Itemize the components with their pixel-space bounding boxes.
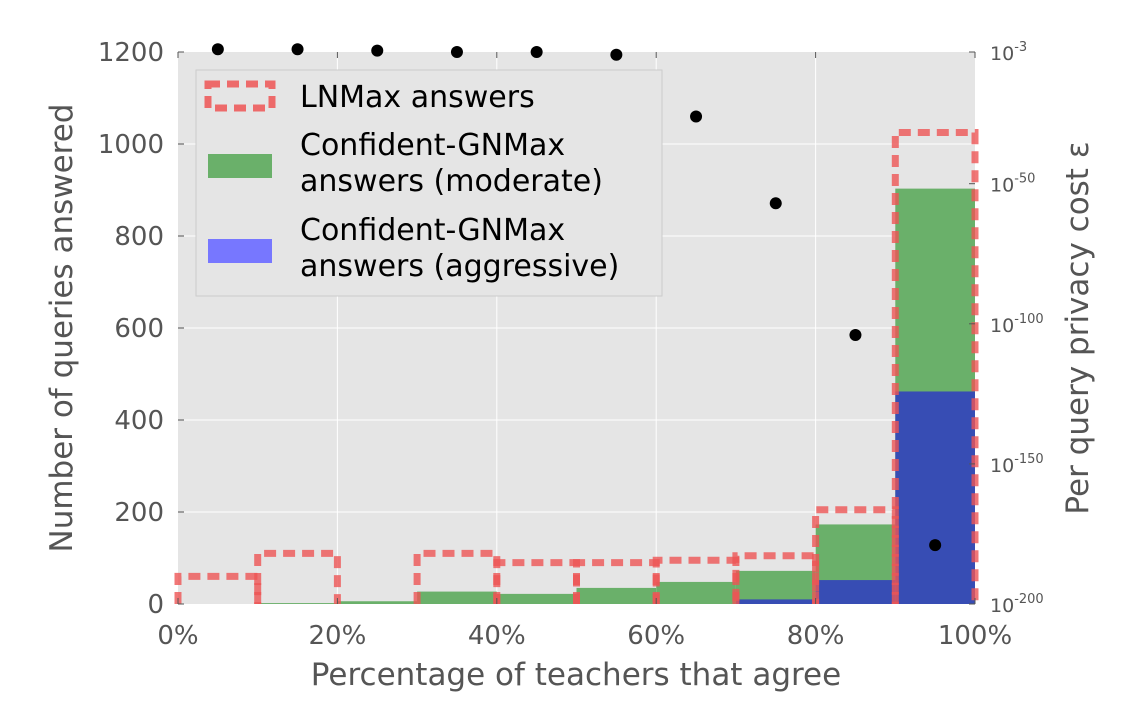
legend-label-moderate-line2: answers (moderate)	[300, 164, 603, 199]
legend-label-aggressive-line1: Confident-GNMax	[300, 213, 565, 248]
bar-aggressive	[735, 599, 816, 604]
y-tick-label: 800	[114, 222, 164, 252]
bar-moderate	[257, 603, 338, 604]
y2-tick-label: 10-3	[990, 40, 1027, 65]
x-tick-label: 80%	[787, 621, 845, 651]
bar-moderate	[496, 593, 577, 604]
axes: 0% 20% 40% 60% 80% 100% 0 200 400 600 800 1000 1200 1…	[98, 38, 1044, 651]
y-axis-label: Number of queries answered	[44, 104, 80, 553]
y2-tick-label: 10-150	[990, 452, 1044, 477]
bar-lnmax	[652, 556, 740, 604]
bars	[174, 129, 979, 604]
bar-moderate	[417, 591, 497, 604]
y-tick-label: 400	[114, 406, 164, 436]
y2-axis-label: Per query privacy cost ε	[1060, 141, 1096, 514]
bar-moderate	[337, 601, 418, 604]
bar-lnmax	[891, 129, 979, 604]
bar-lnmax	[254, 549, 341, 604]
x-tick-label: 60%	[627, 621, 685, 651]
bar-lnmax	[812, 506, 899, 604]
y2-tick-label: 10-200	[990, 592, 1044, 617]
legend-label-moderate-line1: Confident-GNMax	[300, 128, 565, 163]
y2-tick-label: 10-50	[990, 172, 1035, 197]
legend: LNMax answers Confident-GNMax answers (m…	[195, 69, 663, 297]
privacy-cost-point	[769, 197, 782, 210]
legend-label-aggressive-line2: answers (aggressive)	[300, 249, 619, 284]
privacy-cost-point	[211, 43, 224, 56]
privacy-cost-point	[849, 329, 862, 342]
privacy-cost-point	[450, 46, 463, 58]
x-axis-label: Percentage of teachers that agree	[311, 657, 841, 693]
x-tick-label: 0%	[157, 621, 198, 651]
legend-label-lnmax: LNMax answers	[300, 80, 535, 115]
y-tick-label: 1200	[98, 38, 164, 68]
bar-moderate	[735, 570, 816, 604]
bar-aggressive	[895, 391, 975, 604]
x-tick-label: 20%	[309, 621, 367, 651]
privacy-cost-point	[929, 539, 942, 552]
y-tick-label: 0	[147, 590, 164, 620]
y-tick-label: 1000	[98, 130, 164, 160]
legend-swatch-moderate	[208, 154, 272, 178]
privacy-cost-point	[291, 43, 304, 56]
x-tick-label: 100%	[938, 621, 1012, 651]
bar-lnmax	[174, 572, 262, 604]
bar-aggressive	[815, 580, 896, 604]
x-tick-label: 40%	[468, 621, 526, 651]
privacy-cost-point	[530, 46, 543, 58]
privacy-cost-point	[610, 48, 623, 61]
bar-moderate	[656, 581, 736, 604]
privacy-cost-point	[371, 44, 384, 57]
legend-swatch-aggressive	[208, 239, 272, 263]
y-tick-label: 600	[114, 314, 164, 344]
y2-tick-label: 10-100	[990, 312, 1044, 337]
bar-moderate	[576, 587, 657, 604]
privacy-cost-points	[211, 43, 942, 552]
privacy-cost-point	[690, 110, 703, 123]
y-tick-label: 200	[114, 498, 164, 528]
legend-swatch-lnmax	[204, 80, 276, 112]
